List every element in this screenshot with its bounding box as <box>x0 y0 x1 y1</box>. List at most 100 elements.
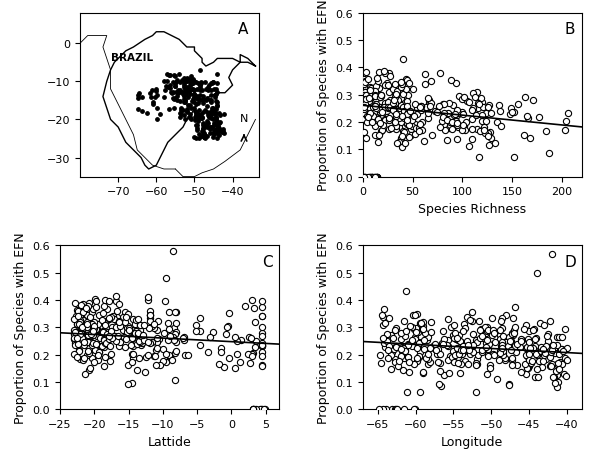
Point <box>411 324 421 332</box>
Point <box>248 406 258 413</box>
Point <box>407 343 416 350</box>
Point <box>381 406 391 413</box>
Point <box>488 351 498 358</box>
Point <box>390 90 400 97</box>
Point <box>206 81 216 88</box>
Point <box>191 113 201 121</box>
Point <box>541 342 551 349</box>
Point <box>363 111 373 118</box>
Point <box>211 92 220 100</box>
Point <box>467 126 477 133</box>
Point <box>553 378 563 385</box>
Point <box>400 123 409 130</box>
Point <box>76 329 86 336</box>
Point <box>77 334 86 342</box>
Point <box>399 406 409 413</box>
Point <box>482 371 491 378</box>
Point <box>82 318 92 326</box>
Point <box>460 346 470 353</box>
Point <box>163 84 173 91</box>
Point <box>449 358 459 365</box>
Point <box>168 334 178 341</box>
Point <box>388 335 398 342</box>
Point <box>509 110 518 117</box>
Point <box>139 336 148 344</box>
Point <box>380 116 389 124</box>
Point <box>204 111 214 118</box>
Point <box>74 330 83 337</box>
Point <box>143 111 152 118</box>
Point <box>147 323 157 330</box>
Point <box>212 80 221 87</box>
Point <box>209 131 219 138</box>
Point <box>91 321 101 328</box>
Point <box>454 111 463 118</box>
Point <box>382 338 391 345</box>
Point <box>447 354 457 361</box>
Point <box>203 87 213 94</box>
Point <box>189 105 199 112</box>
Point <box>460 324 470 332</box>
Point <box>377 312 387 319</box>
Point <box>110 333 119 340</box>
Point <box>414 125 424 132</box>
Point <box>376 94 385 101</box>
Point <box>419 318 428 326</box>
Point <box>371 101 380 108</box>
Point <box>389 108 399 116</box>
Point <box>364 118 373 125</box>
Point <box>212 130 222 137</box>
Point <box>85 314 95 321</box>
Point <box>236 337 246 344</box>
Point <box>145 339 155 347</box>
Point <box>446 324 455 331</box>
Point <box>70 331 79 338</box>
Point <box>412 310 422 318</box>
Point <box>523 352 532 359</box>
Point <box>505 382 514 389</box>
Point <box>150 94 160 101</box>
Point <box>472 339 481 346</box>
Point <box>398 344 408 352</box>
Point <box>182 87 191 94</box>
Point <box>364 95 374 102</box>
Point <box>398 366 408 374</box>
Point <box>208 135 218 142</box>
Point <box>113 313 122 321</box>
Point <box>552 379 562 387</box>
Point <box>519 325 529 333</box>
Point <box>134 331 143 338</box>
Point <box>443 356 453 364</box>
Point <box>522 344 532 351</box>
Point <box>135 322 145 329</box>
Point <box>193 127 202 134</box>
Point <box>509 326 519 334</box>
Point <box>215 360 224 368</box>
Point <box>393 362 403 369</box>
Point <box>403 354 413 361</box>
Point <box>397 102 406 110</box>
Point <box>544 150 554 157</box>
Point <box>80 370 90 378</box>
Point <box>122 329 132 336</box>
Text: D: D <box>565 254 576 269</box>
Point <box>187 98 197 106</box>
Point <box>171 90 181 97</box>
Point <box>560 354 569 361</box>
Point <box>151 362 161 369</box>
Point <box>112 324 121 331</box>
Point <box>200 107 210 114</box>
Point <box>164 72 174 79</box>
Point <box>367 174 377 181</box>
Point <box>484 350 493 358</box>
Point <box>85 337 94 344</box>
Point <box>169 105 179 112</box>
Point <box>215 119 225 126</box>
Point <box>463 360 473 368</box>
Point <box>212 89 222 96</box>
Point <box>73 321 82 328</box>
Point <box>414 128 424 136</box>
Point <box>174 89 184 96</box>
Point <box>394 115 404 122</box>
Point <box>545 347 555 354</box>
